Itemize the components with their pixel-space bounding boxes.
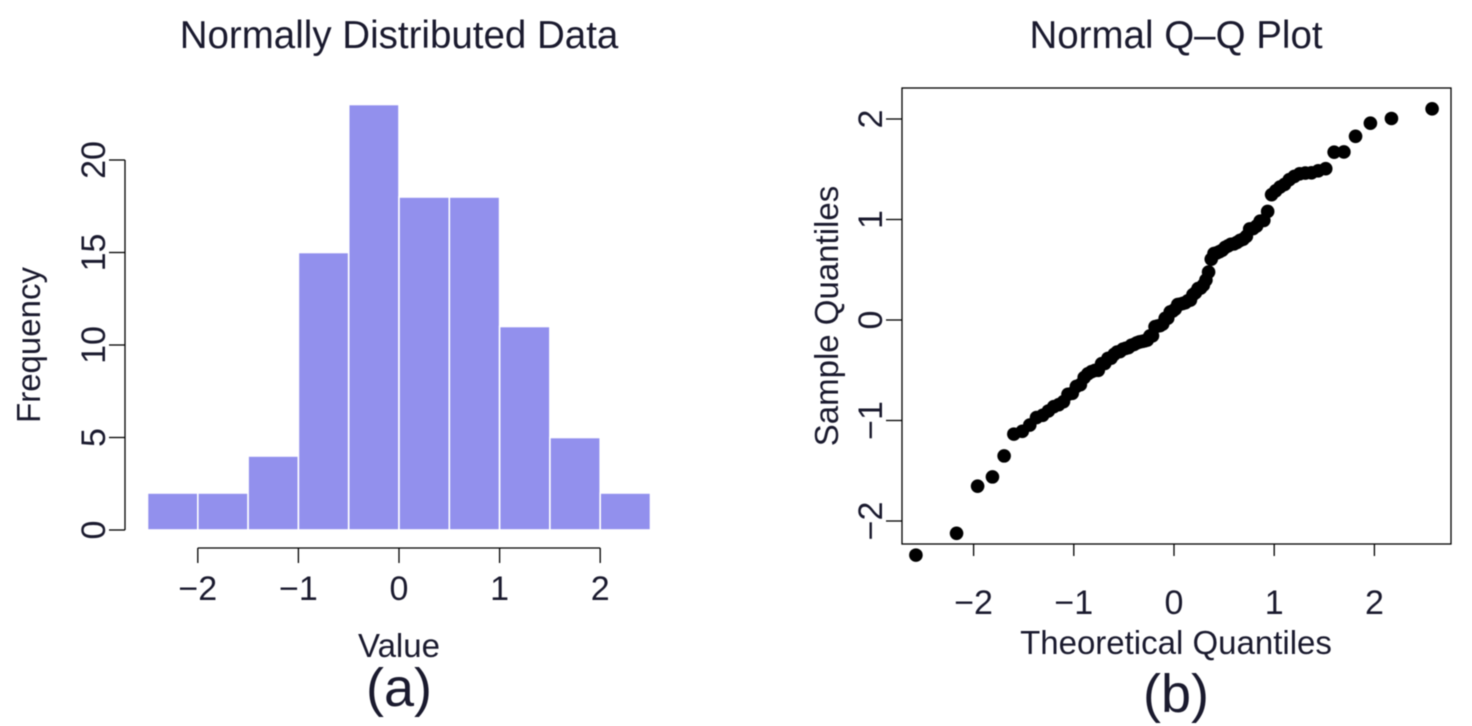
svg-text:1: 1 bbox=[1265, 584, 1284, 622]
svg-text:1: 1 bbox=[852, 210, 890, 229]
svg-text:(a): (a) bbox=[366, 658, 432, 718]
svg-text:Sample Quantiles: Sample Quantiles bbox=[808, 186, 845, 446]
svg-text:−2: −2 bbox=[178, 570, 217, 608]
svg-text:Normal Q–Q Plot: Normal Q–Q Plot bbox=[1029, 14, 1322, 57]
svg-text:0: 0 bbox=[1165, 584, 1184, 622]
svg-text:1: 1 bbox=[490, 570, 509, 608]
svg-text:−2: −2 bbox=[954, 584, 993, 622]
svg-text:5: 5 bbox=[75, 428, 113, 447]
svg-text:0: 0 bbox=[75, 521, 113, 540]
svg-text:15: 15 bbox=[75, 234, 113, 272]
svg-text:(b): (b) bbox=[1143, 664, 1209, 724]
svg-text:−1: −1 bbox=[1054, 584, 1093, 622]
svg-text:Frequency: Frequency bbox=[10, 267, 47, 423]
svg-text:Normally Distributed Data: Normally Distributed Data bbox=[180, 14, 619, 57]
svg-text:Theoretical Quantiles: Theoretical Quantiles bbox=[1020, 624, 1332, 661]
svg-text:2: 2 bbox=[1365, 584, 1384, 622]
svg-text:2: 2 bbox=[591, 570, 610, 608]
svg-text:−2: −2 bbox=[852, 502, 890, 541]
svg-text:2: 2 bbox=[852, 110, 890, 129]
svg-text:0: 0 bbox=[390, 570, 409, 608]
svg-text:0: 0 bbox=[852, 311, 890, 330]
svg-text:20: 20 bbox=[75, 141, 113, 179]
svg-text:−1: −1 bbox=[852, 401, 890, 440]
svg-text:10: 10 bbox=[75, 326, 113, 364]
svg-text:−1: −1 bbox=[279, 570, 318, 608]
